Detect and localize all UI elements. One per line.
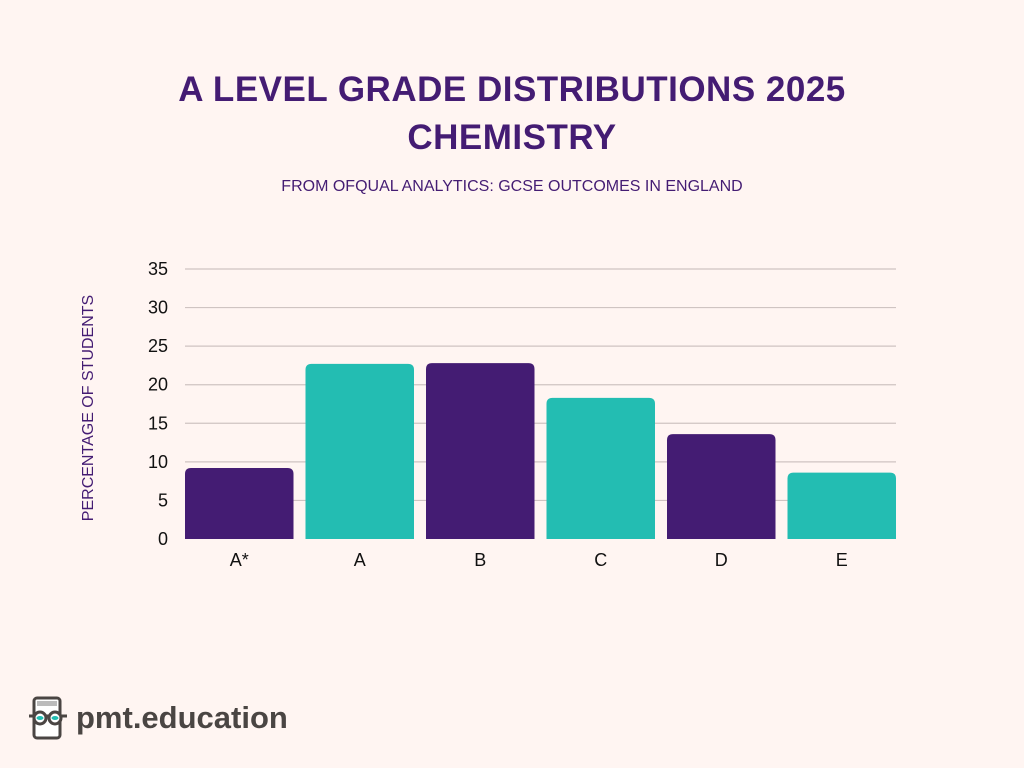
x-tick-label: D [715,550,728,570]
y-tick-label: 5 [158,490,168,510]
bar-D [667,434,776,539]
bar-A [305,363,414,539]
logo-text: pmt.education [76,700,288,735]
x-tick-label: A [354,550,366,570]
chart-subtitle: FROM OFQUAL ANALYTICS: GCSE OUTCOMES IN … [281,178,743,195]
x-tick-label: B [474,550,486,570]
bar-E [787,472,896,539]
bar-B [426,363,535,539]
y-tick-label: 35 [148,259,168,279]
chart-title: A LEVEL GRADE DISTRIBUTIONS 2025 [178,70,846,109]
y-axis-label: PERCENTAGE OF STUDENTS [80,295,97,521]
x-tick-label: C [594,550,607,570]
y-tick-label: 20 [148,375,168,395]
y-tick-label: 25 [148,336,168,356]
bar-A* [185,468,294,539]
y-tick-label: 30 [148,298,168,318]
x-tick-label: E [836,550,848,570]
bar-C [546,397,655,539]
x-tick-label: A* [230,550,249,570]
chart-title-subject: CHEMISTRY [407,118,617,157]
y-tick-label: 10 [148,452,168,472]
book-glasses-logo-icon [29,696,67,740]
y-tick-label: 0 [158,529,168,549]
y-tick-label: 15 [148,413,168,433]
logo: pmt.education [28,696,288,740]
